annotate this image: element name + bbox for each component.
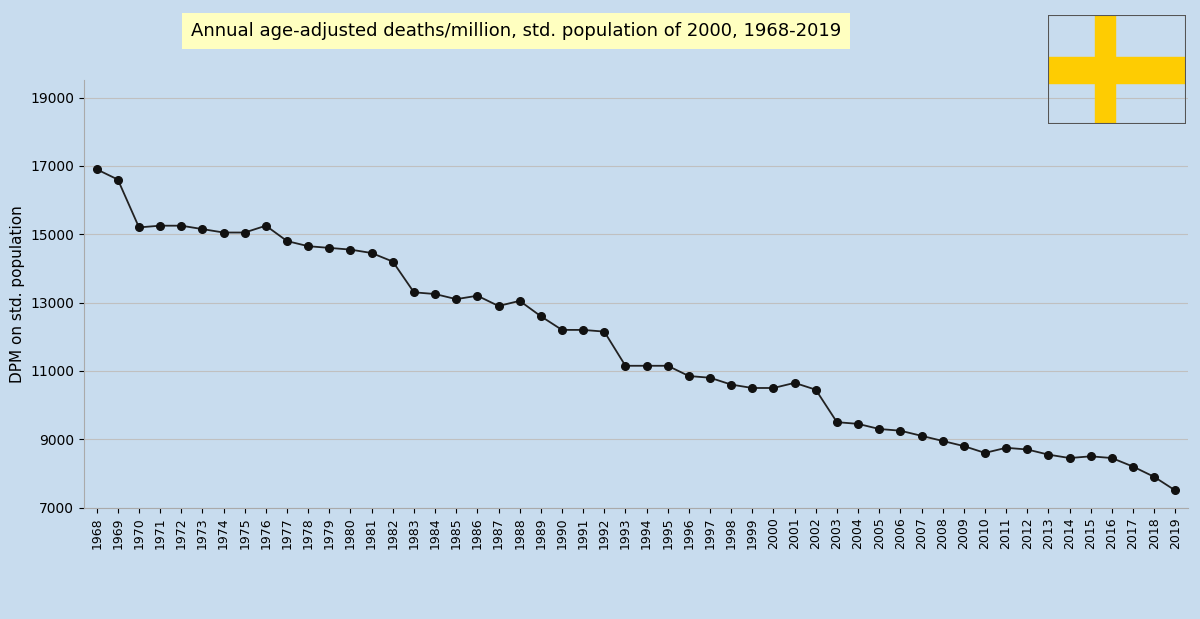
Bar bbox=[1096, 15, 1115, 124]
Y-axis label: DPM on std. population: DPM on std. population bbox=[10, 205, 25, 383]
Text: Annual age-adjusted deaths/million, std. population of 2000, 1968-2019: Annual age-adjusted deaths/million, std.… bbox=[191, 22, 841, 40]
Bar bbox=[1048, 56, 1186, 82]
